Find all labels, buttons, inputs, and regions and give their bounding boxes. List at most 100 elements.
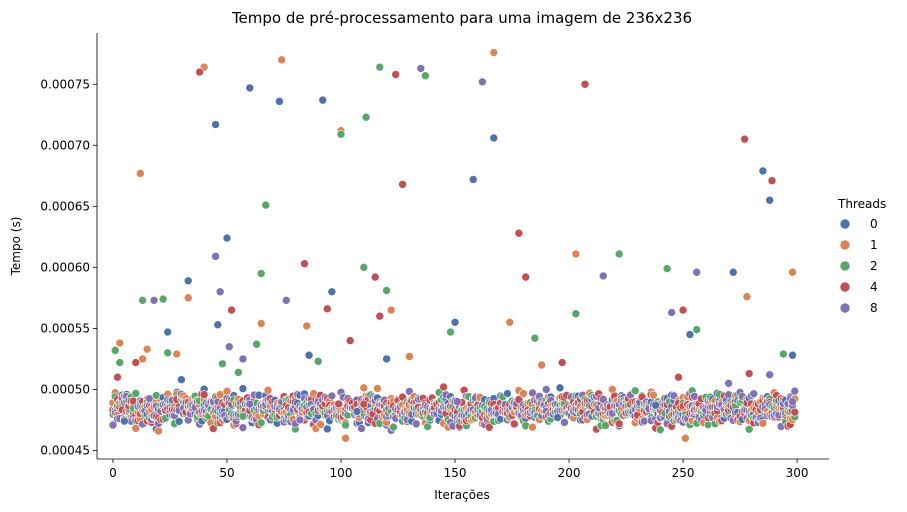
legend-label: 2 (870, 259, 878, 273)
data-point-series-0 (468, 175, 478, 184)
data-point-series-8 (598, 271, 608, 281)
data-point-series-1 (263, 385, 273, 395)
data-point-series-1 (537, 360, 546, 370)
y-tick-label: 0.00070 (40, 138, 90, 152)
data-point-series-2 (110, 346, 120, 355)
y-tick-label: 0.00060 (40, 260, 90, 274)
data-point-series-0 (275, 97, 284, 106)
data-point-series-0 (177, 375, 186, 384)
data-point-series-1 (571, 249, 581, 259)
data-point-series-4 (767, 176, 777, 185)
legend-label: 8 (870, 301, 878, 315)
data-point-series-8 (357, 424, 366, 433)
data-point-series-1 (172, 349, 182, 359)
y-tick-label: 0.00045 (40, 443, 90, 457)
data-point-series-4 (439, 382, 448, 392)
data-point-series-1 (681, 433, 690, 443)
data-point-series-8 (108, 420, 118, 430)
data-point-series-0 (555, 383, 565, 393)
data-point-series-0 (245, 83, 255, 93)
data-point-series-1 (649, 390, 658, 400)
data-point-series-1 (742, 292, 752, 301)
legend-items: 0 1 2 4 8 (839, 217, 878, 315)
data-point-series-2 (382, 286, 391, 295)
data-point-series-2 (692, 325, 702, 334)
data-point-series-4 (375, 311, 385, 321)
data-point-series-2 (779, 349, 788, 359)
data-point-series-4 (199, 390, 209, 399)
legend-marker (839, 302, 851, 314)
data-point-series-8 (790, 386, 800, 396)
data-point-series-8 (224, 342, 234, 352)
data-point-series-0 (382, 354, 391, 364)
data-point-series-4 (740, 134, 749, 144)
data-point-series-2 (446, 327, 455, 337)
data-point-series-8 (245, 399, 255, 409)
data-point-series-4 (208, 424, 218, 433)
data-point-series-2 (256, 269, 266, 278)
data-point-series-2 (115, 358, 125, 367)
legend-marker (839, 218, 851, 230)
data-point-series-0 (765, 195, 775, 205)
data-point-series-8 (788, 397, 797, 406)
data-point-series-0 (174, 417, 184, 426)
data-point-series-1 (316, 420, 325, 429)
data-point-series-2 (131, 389, 141, 398)
data-point-series-2 (138, 296, 147, 305)
x-tick-label: 50 (219, 466, 234, 480)
data-point-series-8 (541, 385, 551, 394)
data-point-series-2 (375, 62, 385, 72)
data-point-series-8 (238, 354, 248, 364)
data-point-series-8 (667, 308, 676, 317)
data-point-series-2 (614, 249, 624, 259)
data-point-series-4 (345, 336, 355, 345)
y-ticks: 0.00045 0.00050 0.00055 0.00060 0.00065 0.000… (40, 77, 97, 457)
data-point-series-2 (744, 424, 754, 434)
data-point-series-2 (655, 425, 665, 435)
data-point-series-4 (614, 419, 624, 429)
data-point-series-4 (323, 304, 332, 314)
data-point-series-0 (352, 407, 362, 416)
y-tick-label: 0.00055 (40, 321, 90, 335)
data-point-series-4 (744, 369, 754, 378)
data-point-series-1 (256, 319, 266, 328)
legend-label: 0 (870, 217, 878, 231)
legend-marker (839, 239, 851, 251)
data-point-series-1 (136, 169, 145, 178)
data-point-series-0 (222, 233, 232, 243)
data-point-series-4 (790, 407, 800, 417)
chart-title: Tempo de pré-processamento para uma imag… (231, 9, 692, 27)
data-point-series-2 (261, 200, 271, 210)
data-point-series-4 (557, 358, 567, 367)
x-ticks: 0 50 100 150 200 250 300 (109, 459, 809, 480)
data-point-series-4 (521, 272, 531, 282)
data-point-series-4 (510, 419, 519, 429)
data-point-series-1 (788, 267, 797, 277)
x-axis-label: Iterações (434, 488, 490, 502)
data-point-series-1 (528, 422, 537, 432)
data-point-series-1 (115, 338, 125, 348)
data-point-series-0 (327, 287, 337, 297)
data-point-series-0 (489, 133, 499, 143)
x-tick-label: 300 (786, 466, 809, 480)
data-point-series-2 (313, 357, 323, 366)
y-tick-label: 0.00075 (40, 77, 90, 91)
data-point-series-2 (341, 420, 350, 430)
data-point-series-4 (359, 399, 369, 409)
data-point-series-1 (489, 48, 499, 57)
data-point-series-0 (211, 120, 220, 129)
data-point-series-0 (553, 413, 562, 422)
data-point-series-2 (421, 71, 430, 81)
data-point-series-1 (386, 305, 396, 315)
y-axis-label: Tempo (s) (9, 217, 23, 277)
data-point-series-0 (728, 267, 738, 277)
x-tick-label: 150 (444, 466, 467, 480)
data-point-series-4 (514, 228, 524, 238)
data-point-series-2 (662, 264, 672, 273)
data-point-series-8 (411, 419, 421, 429)
data-point-series-8 (211, 252, 220, 261)
data-point-series-8 (478, 77, 487, 87)
data-point-series-4 (113, 372, 122, 382)
data-point-series-8 (281, 296, 291, 305)
